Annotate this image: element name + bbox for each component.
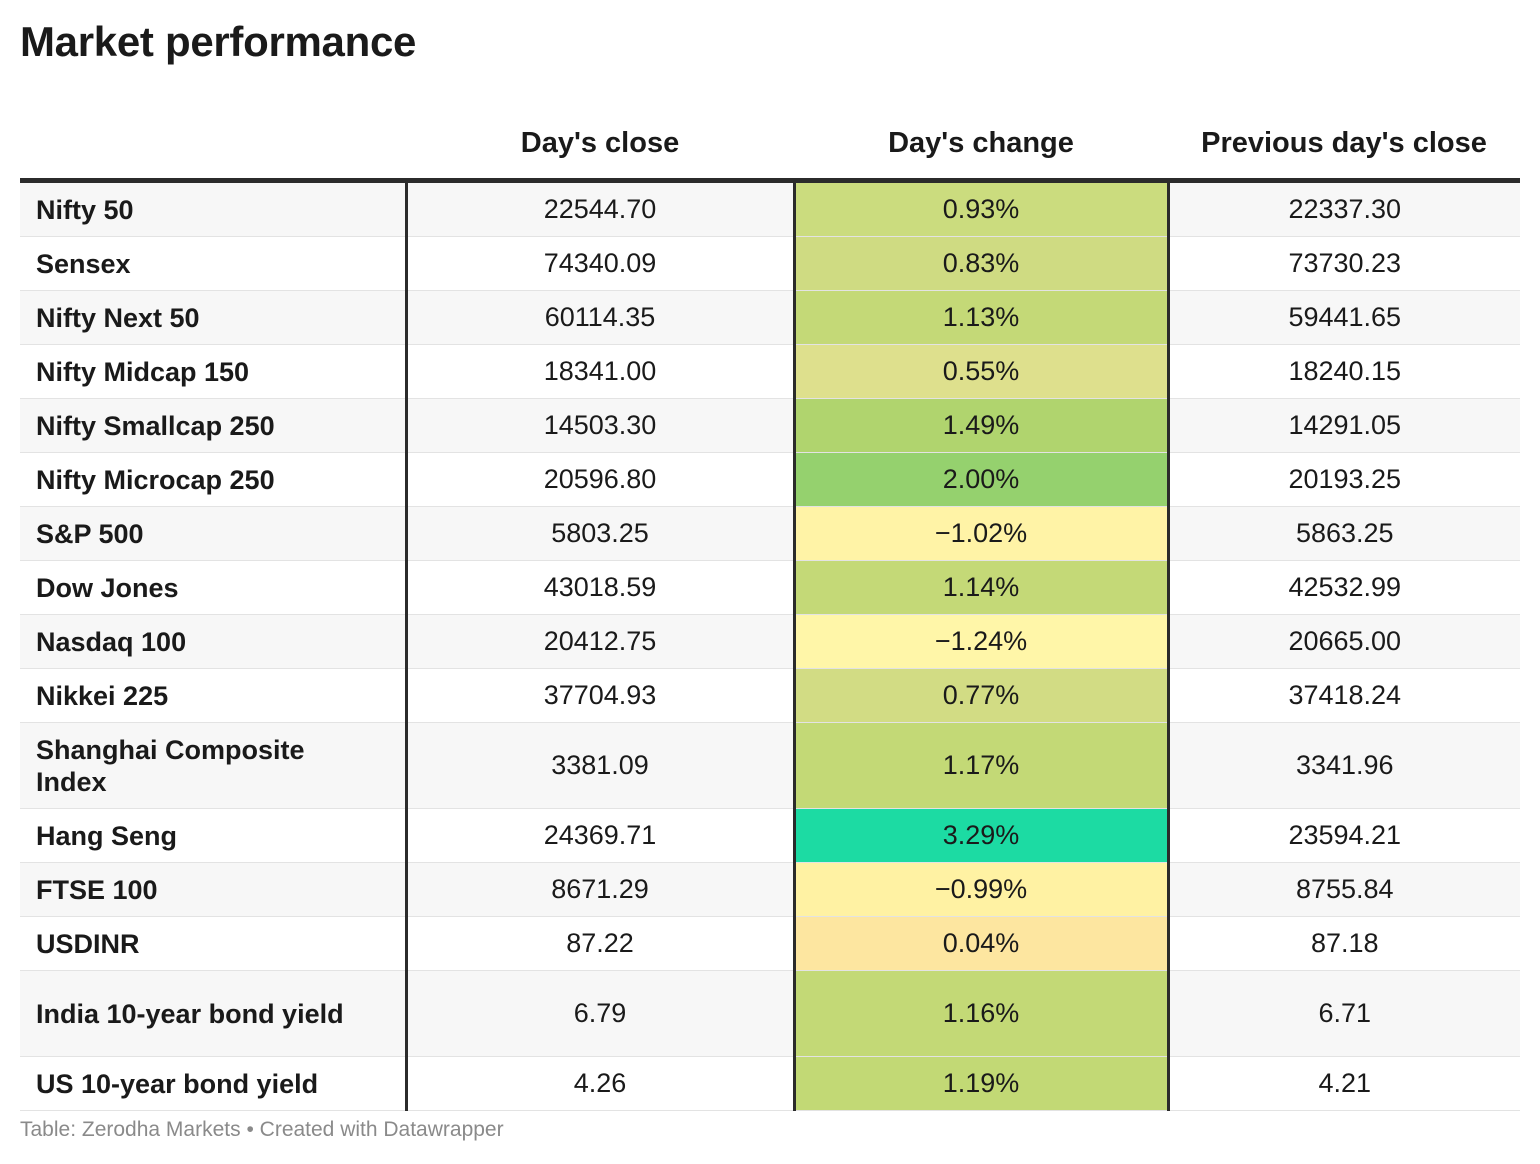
days-change-cell: 0.93% [792,180,1170,237]
previous-close-cell: 3341.96 [1168,722,1520,809]
row-label: FTSE 100 [20,862,408,917]
column-header-previous-close: Previous day's close [1168,108,1520,183]
table-row: Nifty Next 50 60114.35 1.13% 59441.65 [20,290,1520,345]
column-header-days-change: Day's change [794,108,1168,183]
previous-close-cell: 73730.23 [1168,236,1520,291]
row-label: Dow Jones [20,560,408,615]
row-label: USDINR [20,916,408,971]
column-header-days-close: Day's close [406,108,794,183]
row-label: Nasdaq 100 [20,614,408,669]
table-row: USDINR 87.22 0.04% 87.18 [20,916,1520,971]
days-close-cell: 14503.30 [406,398,794,453]
row-label: Nifty Smallcap 250 [20,398,408,453]
days-change-cell: 1.17% [792,722,1170,809]
row-label: Hang Seng [20,808,408,863]
days-close-cell: 20412.75 [406,614,794,669]
days-close-cell: 43018.59 [406,560,794,615]
days-close-cell: 6.79 [406,970,794,1057]
table-row: US 10-year bond yield 4.26 1.19% 4.21 [20,1056,1520,1111]
days-change-cell: 1.19% [792,1056,1170,1111]
row-label: Nifty 50 [20,180,408,237]
table-row: Nifty Microcap 250 20596.80 2.00% 20193.25 [20,452,1520,507]
table-row: Hang Seng 24369.71 3.29% 23594.21 [20,808,1520,863]
table-row: Shanghai Composite Index 3381.09 1.17% 3341… [20,722,1520,809]
footer-note: Table: Zerodha Markets • Created with Da… [20,1118,504,1142]
days-close-cell: 3381.09 [406,722,794,809]
days-change-cell: −1.02% [792,506,1170,561]
table-row: Dow Jones 43018.59 1.14% 42532.99 [20,560,1520,615]
days-close-cell: 24369.71 [406,808,794,863]
table-row: India 10-year bond yield 6.79 1.16% 6.71 [20,970,1520,1057]
previous-close-cell: 23594.21 [1168,808,1520,863]
days-change-cell: 0.55% [792,344,1170,399]
row-label: Nikkei 225 [20,668,408,723]
table-row: Sensex 74340.09 0.83% 73730.23 [20,236,1520,291]
days-change-cell: 1.14% [792,560,1170,615]
row-label: Nifty Next 50 [20,290,408,345]
column-header-index [20,108,406,183]
days-change-cell: −1.24% [792,614,1170,669]
row-label: US 10-year bond yield [20,1056,408,1111]
previous-close-cell: 5863.25 [1168,506,1520,561]
table-row: S&P 500 5803.25 −1.02% 5863.25 [20,506,1520,561]
days-close-cell: 20596.80 [406,452,794,507]
footer-credit: Created with Datawrapper [259,1118,504,1141]
row-label: Shanghai Composite Index [20,722,408,809]
row-label: Sensex [20,236,408,291]
previous-close-cell: 59441.65 [1168,290,1520,345]
row-label: S&P 500 [20,506,408,561]
previous-close-cell: 14291.05 [1168,398,1520,453]
row-label: India 10-year bond yield [20,970,408,1057]
previous-close-cell: 87.18 [1168,916,1520,971]
days-close-cell: 87.22 [406,916,794,971]
footer-separator: • [246,1118,254,1141]
days-change-cell: 3.29% [792,808,1170,863]
days-change-cell: −0.99% [792,862,1170,917]
days-close-cell: 4.26 [406,1056,794,1111]
days-close-cell: 5803.25 [406,506,794,561]
previous-close-cell: 37418.24 [1168,668,1520,723]
days-change-cell: 2.00% [792,452,1170,507]
days-change-cell: 1.49% [792,398,1170,453]
page-title: Market performance [20,18,417,65]
market-table-container: Day's close Day's change Previous day's … [20,108,1520,1111]
previous-close-cell: 4.21 [1168,1056,1520,1111]
previous-close-cell: 18240.15 [1168,344,1520,399]
row-label: Nifty Midcap 150 [20,344,408,399]
days-close-cell: 22544.70 [406,180,794,237]
table-row: FTSE 100 8671.29 −0.99% 8755.84 [20,862,1520,917]
days-close-cell: 8671.29 [406,862,794,917]
table-header-row: Day's close Day's change Previous day's … [20,108,1520,183]
days-close-cell: 37704.93 [406,668,794,723]
days-close-cell: 18341.00 [406,344,794,399]
row-label: Nifty Microcap 250 [20,452,408,507]
previous-close-cell: 22337.30 [1168,180,1520,237]
days-change-cell: 1.13% [792,290,1170,345]
previous-close-cell: 8755.84 [1168,862,1520,917]
days-close-cell: 60114.35 [406,290,794,345]
table-row: Nifty Smallcap 250 14503.30 1.49% 14291.05 [20,398,1520,453]
market-performance-table: Day's close Day's change Previous day's … [20,108,1520,1111]
table-body: Nifty 50 22544.70 0.93% 22337.30 Sensex 74340… [20,180,1520,1111]
days-change-cell: 1.16% [792,970,1170,1057]
table-row: Nifty 50 22544.70 0.93% 22337.30 [20,180,1520,237]
days-close-cell: 74340.09 [406,236,794,291]
previous-close-cell: 42532.99 [1168,560,1520,615]
days-change-cell: 0.77% [792,668,1170,723]
days-change-cell: 0.83% [792,236,1170,291]
table-row: Nasdaq 100 20412.75 −1.24% 20665.00 [20,614,1520,669]
table-row: Nifty Midcap 150 18341.00 0.55% 18240.15 [20,344,1520,399]
previous-close-cell: 20665.00 [1168,614,1520,669]
table-row: Nikkei 225 37704.93 0.77% 37418.24 [20,668,1520,723]
days-change-cell: 0.04% [792,916,1170,971]
previous-close-cell: 6.71 [1168,970,1520,1057]
previous-close-cell: 20193.25 [1168,452,1520,507]
footer-source: Table: Zerodha Markets [20,1118,241,1141]
